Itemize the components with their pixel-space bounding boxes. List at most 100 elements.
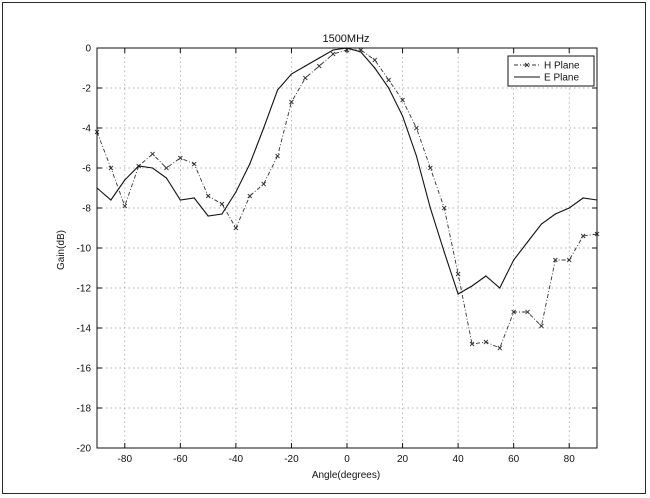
e-plane-point	[138, 165, 140, 167]
y-tick-label: -12	[77, 284, 92, 295]
y-tick-label: -14	[77, 324, 92, 335]
e-plane-point	[429, 207, 431, 209]
marker-stroke	[469, 341, 475, 347]
h-plane-marker	[372, 57, 378, 63]
e-plane-point	[499, 287, 501, 289]
e-plane-point	[540, 223, 543, 225]
legend-label-e-plane: E Plane	[544, 73, 579, 84]
h-plane-marker	[330, 51, 336, 57]
h-plane-marker	[580, 233, 586, 239]
marker-stroke	[386, 77, 391, 83]
marker-stroke	[191, 161, 197, 167]
h-plane-marker	[553, 257, 558, 263]
legend-box	[507, 55, 595, 87]
marker-stroke	[164, 165, 169, 171]
y-tick-label: 0	[85, 44, 91, 55]
h-plane-marker	[414, 125, 419, 131]
h-plane-marker	[483, 339, 489, 345]
y-tick-label: -8	[82, 204, 91, 215]
marker-stroke	[205, 193, 211, 199]
marker-stroke	[247, 193, 253, 199]
y-tick-label: -2	[82, 84, 91, 95]
h-plane-marker	[219, 201, 225, 207]
marker-stroke	[316, 63, 322, 69]
e-plane-point	[443, 251, 445, 253]
e-plane-point	[290, 73, 293, 75]
x-tick-label: -20	[284, 454, 299, 465]
h-plane-marker	[469, 341, 475, 347]
y-axis-label: Gain(dB)	[56, 230, 67, 270]
h-plane-marker	[455, 271, 461, 277]
h-plane-marker	[303, 75, 308, 81]
marker-stroke	[497, 345, 503, 351]
marker-stroke	[219, 201, 225, 207]
e-plane-point	[360, 51, 362, 53]
h-plane-marker	[261, 181, 266, 187]
e-plane-point	[318, 57, 320, 59]
marker-stroke	[289, 99, 294, 105]
x-tick-label: 20	[397, 454, 409, 465]
e-plane-point	[207, 215, 209, 217]
marker-stroke	[580, 233, 586, 239]
e-plane-point	[526, 241, 529, 243]
e-plane-point	[415, 155, 418, 157]
x-axis-label: Angle(degrees)	[312, 470, 380, 481]
h-plane-marker	[205, 193, 211, 199]
h-plane-marker	[233, 225, 239, 231]
marker-stroke	[400, 97, 405, 103]
axes-box	[96, 47, 598, 449]
marker-stroke	[455, 271, 461, 277]
y-tick-label: -20	[77, 444, 92, 455]
e-plane-point	[124, 179, 126, 181]
marker-stroke	[483, 339, 489, 345]
e-plane-point	[568, 207, 570, 209]
marker-stroke	[261, 181, 266, 187]
e-plane-point	[304, 65, 306, 67]
h-plane-marker	[497, 345, 503, 351]
marker-stroke	[428, 165, 433, 171]
e-plane-point	[110, 199, 112, 201]
x-tick-label: 0	[344, 454, 350, 465]
h-plane-marker	[275, 153, 280, 159]
e-plane-point	[374, 67, 376, 69]
y-tick-label: -10	[77, 244, 92, 255]
h-plane-marker	[289, 99, 294, 105]
e-plane-point	[457, 293, 459, 295]
e-plane-point	[554, 213, 556, 215]
h-plane-marker	[525, 309, 530, 315]
h-plane-marker	[566, 257, 572, 263]
marker-stroke	[511, 309, 516, 315]
e-plane-point	[263, 127, 265, 129]
y-tick-label: -16	[77, 364, 92, 375]
h-plane-marker	[316, 63, 322, 69]
e-plane-point	[332, 49, 334, 51]
x-tick-label: -60	[173, 454, 188, 465]
h-plane-marker	[164, 165, 169, 171]
marker-stroke	[233, 225, 239, 231]
marker-stroke	[414, 125, 419, 131]
h-plane-marker	[511, 309, 516, 315]
y-tick-label: -18	[77, 404, 92, 415]
e-plane-point	[276, 89, 279, 91]
legend-marker	[524, 62, 530, 68]
chart-title: 1500MHz	[322, 33, 369, 45]
marker-stroke	[330, 51, 336, 57]
marker-stroke	[108, 165, 114, 171]
h-plane-marker	[428, 165, 433, 171]
marker-stroke	[372, 57, 378, 63]
h-plane-marker	[441, 205, 447, 211]
marker-stroke	[275, 153, 280, 159]
e-plane-point	[179, 199, 181, 201]
e-plane-point	[221, 213, 223, 215]
marker-stroke	[539, 323, 544, 329]
e-plane-point	[485, 275, 487, 277]
h-plane-marker	[191, 161, 197, 167]
y-tick-label: -6	[82, 164, 91, 175]
e-plane-point	[471, 285, 473, 287]
marker-stroke	[303, 75, 308, 81]
x-tick-label: -40	[229, 454, 244, 465]
h-plane-marker	[400, 97, 405, 103]
e-plane-point	[235, 191, 237, 193]
